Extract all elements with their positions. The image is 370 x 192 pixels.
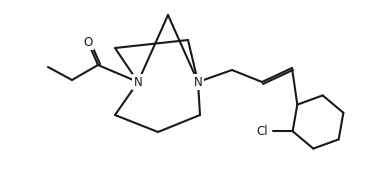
Text: Cl: Cl bbox=[257, 125, 269, 138]
Text: O: O bbox=[83, 36, 92, 49]
Text: N: N bbox=[134, 75, 142, 89]
Text: N: N bbox=[194, 75, 202, 89]
